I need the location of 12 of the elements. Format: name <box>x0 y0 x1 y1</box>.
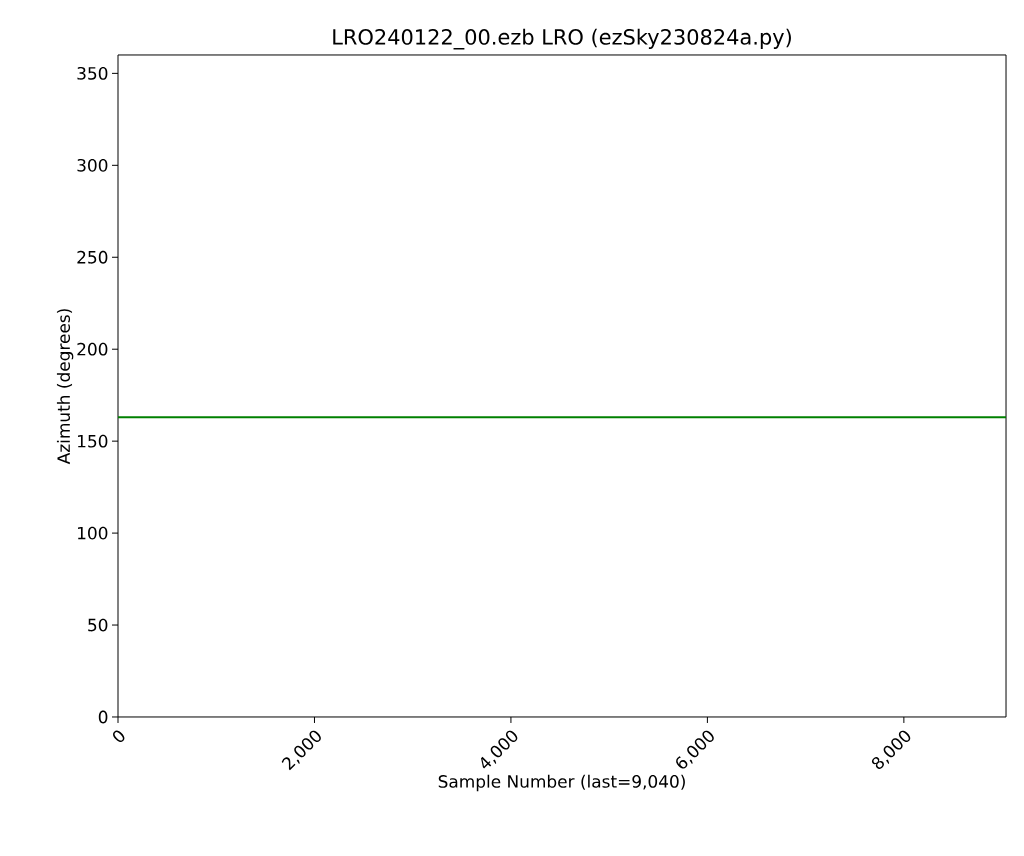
y-tick-label: 250 <box>77 250 108 264</box>
y-tick-label: 0 <box>98 710 108 724</box>
y-tick-label: 50 <box>88 618 108 632</box>
y-tick-label: 100 <box>78 526 108 540</box>
y-axis-title: Azimuth (degrees) <box>56 309 74 465</box>
y-tick-label: 300 <box>77 158 108 172</box>
x-tick-label: 0 <box>113 730 125 742</box>
chart-title: LRO240122_00.ezb LRO (ezSky230824a.py) <box>333 28 791 50</box>
y-tick-label: 350 <box>77 66 108 80</box>
x-axis-title: Sample Number (last=9,040) <box>438 774 685 792</box>
y-tick-label: 150 <box>78 434 108 448</box>
y-tick-label: 200 <box>77 342 108 356</box>
